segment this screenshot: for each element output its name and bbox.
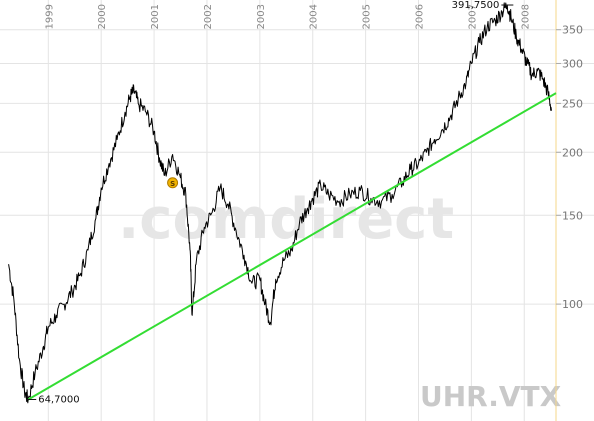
watermark-text: .comdirect [118, 187, 454, 252]
symbol-label: UHR.VTX [420, 380, 562, 413]
marker-dot [167, 177, 179, 189]
y-tick-label: 300 [562, 57, 583, 70]
y-axis-tick-labels: 100 150 200 250 300 350 [556, 24, 583, 311]
year-label: 2008 [520, 4, 531, 29]
marker-label: S [170, 180, 175, 188]
year-label: 2004 [309, 4, 320, 29]
y-tick-label: 100 [562, 298, 583, 311]
trendline [27, 92, 557, 401]
year-label: 2001 [150, 4, 161, 29]
year-label: 2000 [97, 4, 108, 29]
year-label: 2002 [203, 4, 214, 29]
y-tick-label: 350 [562, 24, 583, 37]
y-tick-label: 150 [562, 209, 583, 222]
year-label: 2003 [256, 4, 267, 29]
year-label: 2006 [415, 4, 426, 29]
trendline-segment [27, 92, 557, 401]
price-series [8, 2, 553, 404]
y-tick-label: 200 [562, 146, 583, 159]
annotations: 391,7500 64,7000 [26, 0, 514, 405]
year-label: 1999 [44, 4, 55, 29]
year-label: 2007 [467, 4, 478, 29]
event-marker: S [167, 177, 179, 189]
year-label: 2005 [362, 4, 373, 29]
price-line [8, 2, 553, 404]
x-axis-year-labels: 1999 2000 2001 2002 2003 2004 2005 2006 2007 2008 [44, 4, 531, 29]
low-label: 64,7000 [38, 394, 79, 405]
y-tick-label: 250 [562, 97, 583, 110]
high-label: 391,7500 [452, 0, 500, 11]
